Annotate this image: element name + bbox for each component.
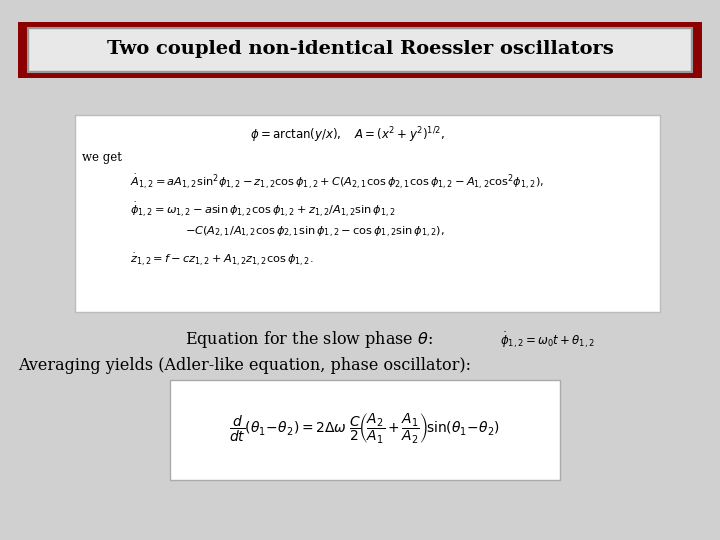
Bar bbox=[30, 30, 690, 70]
Text: Averaging yields (Adler-like equation, phase oscillator):: Averaging yields (Adler-like equation, p… bbox=[18, 356, 471, 374]
Text: Equation for the slow phase $\theta$:: Equation for the slow phase $\theta$: bbox=[185, 329, 433, 350]
Text: $\phi = \mathrm{arctan}(y/x), \quad A = (x^2 + y^2)^{1/2},$: $\phi = \mathrm{arctan}(y/x), \quad A = … bbox=[250, 125, 445, 145]
Text: $-C(A_{2,1}/A_{1,2}\cos\phi_{2,1}\sin\phi_{1,2} - \cos\phi_{1,2}\sin\phi_{1,2}),: $-C(A_{2,1}/A_{1,2}\cos\phi_{2,1}\sin\ph… bbox=[185, 225, 444, 240]
Bar bbox=[28, 28, 692, 72]
Text: $\dot{\phi}_{1,2} = \omega_0 t + \theta_{1,2}$: $\dot{\phi}_{1,2} = \omega_0 t + \theta_… bbox=[500, 330, 595, 350]
Bar bbox=[18, 22, 702, 78]
Text: we get: we get bbox=[82, 151, 122, 164]
Text: $\dot{z}_{1,2} = f - cz_{1,2} + A_{1,2}z_{1,2}\cos\phi_{1,2}.$: $\dot{z}_{1,2} = f - cz_{1,2} + A_{1,2}z… bbox=[130, 252, 313, 268]
Text: $\dfrac{d}{dt}(\theta_1\!-\!\theta_2) = 2\Delta\omega\;\dfrac{C}{2}\!\left(\dfra: $\dfrac{d}{dt}(\theta_1\!-\!\theta_2) = … bbox=[230, 411, 500, 445]
Text: $\dot{\phi}_{1,2} = \omega_{1,2} - a\sin\phi_{1,2}\cos\phi_{1,2} + z_{1,2}/A_{1,: $\dot{\phi}_{1,2} = \omega_{1,2} - a\sin… bbox=[130, 201, 396, 219]
Bar bbox=[170, 380, 560, 480]
Bar bbox=[75, 115, 660, 312]
Text: Two coupled non-identical Roessler oscillators: Two coupled non-identical Roessler oscil… bbox=[107, 40, 613, 58]
Text: $\dot{A}_{1,2} = aA_{1,2}\sin^2\!\phi_{1,2} - z_{1,2}\cos\phi_{1,2} + C(A_{2,1}\: $\dot{A}_{1,2} = aA_{1,2}\sin^2\!\phi_{1… bbox=[130, 173, 544, 191]
